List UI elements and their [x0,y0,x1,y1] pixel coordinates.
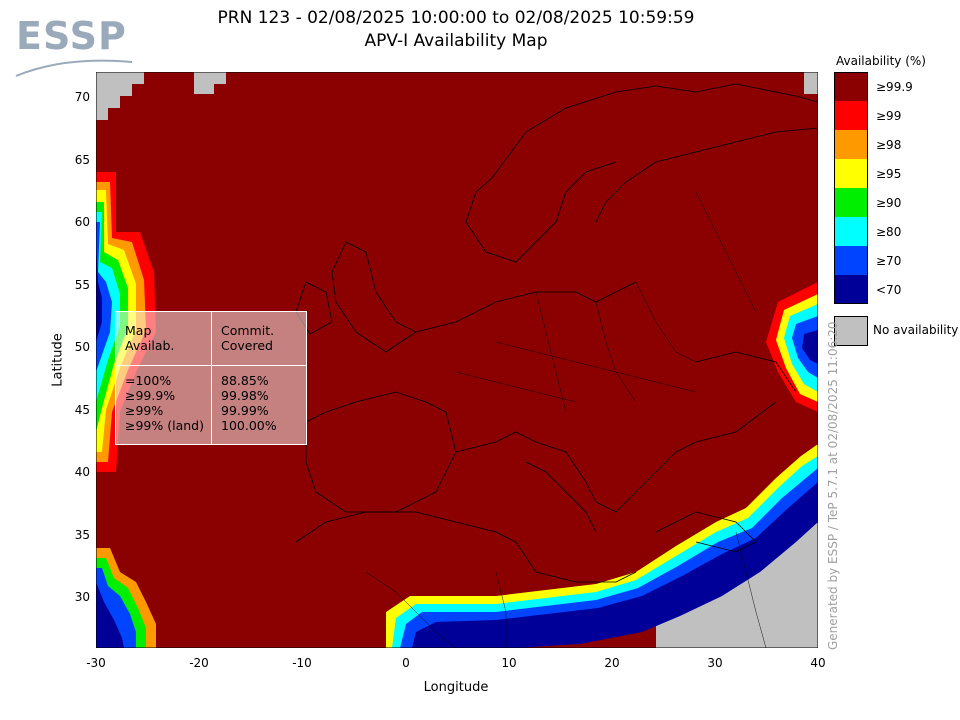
legend-label: ≥98 [876,138,902,152]
legend-swatch [834,275,868,304]
norway-coast [491,83,818,179]
legend-label: ≥99.9 [876,80,913,94]
x-axis-label: Longitude [423,680,489,695]
x-tick: 0 [402,656,410,670]
legend-swatch [834,217,868,246]
west-band-darkblue [96,242,102,342]
south-band-yellow [386,444,818,648]
east-band-darkblue [802,330,818,364]
border-7 [365,571,457,648]
x-tick: -20 [189,656,209,670]
y-tick: 40 [74,465,90,479]
map-subtitle: APV-I Availability Map [364,31,548,51]
legend-label: ≥95 [876,167,902,181]
x-tick: -10 [292,656,312,670]
legend-label: <70 [876,283,902,297]
black-sea-north [695,351,797,393]
border-8 [495,571,507,648]
aegean [655,511,757,553]
no-availability-nw [96,72,144,120]
border-5 [455,371,577,403]
legend-label: ≥99 [876,109,902,123]
map-title: PRN 123 - 02/08/2025 10:00:00 to 02/08/2… [217,8,695,28]
essp-logo: ESSP [14,14,134,80]
italy [525,461,597,533]
west-band-blue [96,222,112,372]
legend-swatch [834,246,868,275]
y-axis-label: Latitude [50,333,66,387]
y-tick: 70 [74,90,90,104]
baltic-north [595,127,818,223]
x-tick: 10 [501,656,517,670]
border-9 [735,531,767,648]
south-band-darkblue [412,482,818,648]
y-tick: 60 [74,215,90,229]
north-africa-coast [295,511,637,583]
legend-title: Availability (%) [836,54,926,68]
stats-values: 88.85% 99.98% 99.99% 100.00% [221,373,277,433]
y-tick: 30 [74,590,90,604]
x-tick: 20 [604,656,620,670]
legend-label: ≥70 [876,254,902,268]
border-2 [595,301,637,403]
legend-label: ≥90 [876,196,902,210]
no-availability-n [194,72,226,94]
statistics-table: Map Availab. Commit. Covered =100% ≥99.9… [115,311,307,445]
logo-text: ESSP [16,14,127,58]
borders [365,191,767,648]
no-availability-ne [804,72,818,94]
logo-swoosh-icon [15,59,133,77]
legend-label-no-availability: No availability [873,323,959,337]
british-isles [331,241,417,353]
stats-header-map-availab: Map Availab. [125,323,175,353]
border-6 [695,191,757,313]
y-tick: 35 [74,528,90,542]
x-tick: -30 [86,656,106,670]
legend-swatch-no-availability [834,316,868,346]
y-tick: 55 [74,278,90,292]
legend-swatch [834,188,868,217]
border-4 [495,341,697,393]
coastlines [295,83,818,583]
legend-swatch [834,130,868,159]
border-3 [635,281,697,363]
y-tick: 65 [74,153,90,167]
scandinavia-coast [465,161,617,263]
legend-swatch [834,159,868,188]
y-tick: 50 [74,340,90,354]
generated-by-credit: Generated by ESSP / TeP 5.7.1 at 02/08/2… [826,321,840,650]
x-tick: 30 [707,656,723,670]
x-tick: 40 [810,656,826,670]
y-tick: 45 [74,403,90,417]
legend-swatch [834,101,868,130]
stats-thresholds: =100% ≥99.9% ≥99% ≥99% (land) [125,373,204,433]
legend-label: ≥80 [876,225,902,239]
border-1 [535,291,567,413]
sw-band-darkblue [96,582,124,648]
med-north-coast [455,401,777,513]
ireland [295,281,333,335]
stats-header-commit-covered: Commit. Covered [221,323,275,353]
legend-swatch [834,72,868,101]
